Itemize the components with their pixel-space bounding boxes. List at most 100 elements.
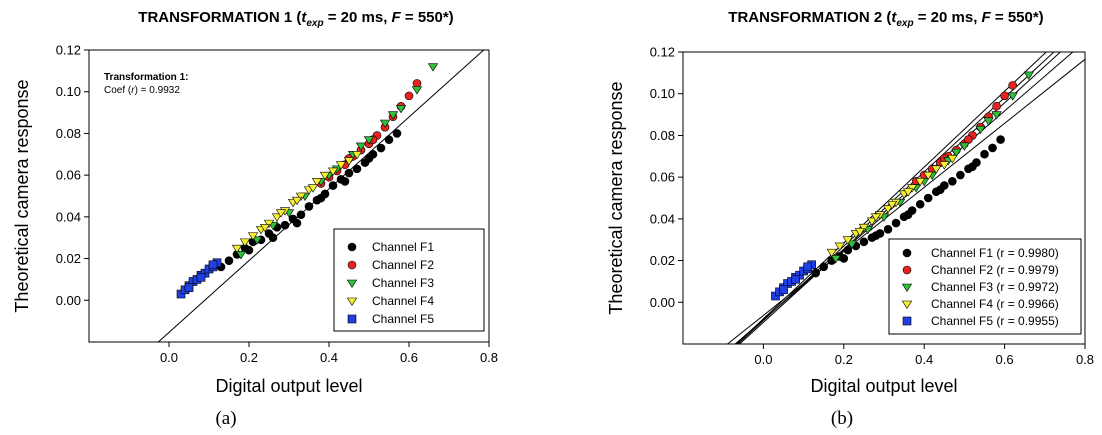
legend-marker <box>347 260 357 270</box>
y-tick-label: 0.08 <box>56 126 81 141</box>
legend-marker <box>346 297 358 306</box>
data-point <box>311 178 323 187</box>
legend-marker <box>347 314 357 324</box>
data-point <box>384 135 394 144</box>
legend-label: Channel F3 <box>372 276 434 290</box>
data-point <box>292 218 302 228</box>
data-point <box>196 273 206 282</box>
fit-line <box>737 52 1055 344</box>
data-point <box>996 135 1005 144</box>
y-tick-label: 0.08 <box>650 128 675 143</box>
annotation: Transformation 1: Coef (r) = 0.9932 <box>104 72 188 96</box>
data-point <box>947 155 958 164</box>
x-tick-label: 0.8 <box>480 350 498 365</box>
data-point <box>387 111 399 120</box>
data-point <box>854 228 866 237</box>
data-point <box>1007 92 1018 101</box>
y-axis-label: Theoretical camera response <box>12 79 32 312</box>
legend-marker <box>901 300 913 309</box>
data-point <box>344 168 354 178</box>
data-point <box>231 244 243 254</box>
data-point <box>843 245 853 255</box>
data-point <box>992 101 1001 111</box>
legend-label: Channel F3 (r = 0.9972) <box>931 280 1059 294</box>
x-tick-label: 0.6 <box>996 352 1014 367</box>
data-point <box>251 236 263 245</box>
data-point <box>328 181 338 190</box>
series-1 <box>811 135 1005 278</box>
data-point <box>263 219 275 229</box>
data-point <box>983 117 994 126</box>
chart-panel-b: TRANSFORMATION 2 (texp = 20 ms, F = 550*… <box>606 9 1094 429</box>
data-point <box>830 255 841 264</box>
annotation-title: Transformation 1: <box>104 72 188 83</box>
data-point <box>975 125 986 135</box>
data-point <box>939 161 950 170</box>
data-point <box>304 202 314 211</box>
data-point <box>411 86 423 95</box>
y-tick-label: 0.10 <box>650 86 675 101</box>
data-point <box>319 171 331 181</box>
data-point <box>842 236 853 245</box>
data-point <box>956 170 965 180</box>
data-point <box>340 177 350 186</box>
data-point <box>870 213 882 222</box>
panel-label: (a) <box>215 408 236 429</box>
data-point <box>376 143 386 153</box>
data-point <box>883 224 893 234</box>
x-tick-label: 0.2 <box>240 350 258 365</box>
y-tick-label: 0.04 <box>650 211 675 226</box>
data-point <box>907 184 918 193</box>
plot-frame <box>88 49 490 343</box>
data-point <box>1008 81 1017 90</box>
data-point <box>1000 91 1009 101</box>
data-point <box>948 177 957 186</box>
data-point <box>980 149 989 159</box>
data-point <box>951 148 962 158</box>
legend-label: Channel F5 <box>372 312 434 326</box>
series-1 <box>216 129 402 272</box>
legend-marker <box>346 279 358 288</box>
y-axis-label: Theoretical camera response <box>606 81 626 314</box>
data-point <box>427 63 439 72</box>
data-point <box>244 245 254 255</box>
data-point <box>296 210 306 220</box>
data-point <box>891 218 901 228</box>
series-5 <box>771 260 816 301</box>
data-point <box>335 161 347 170</box>
x-tick-label: 0.0 <box>754 352 772 367</box>
legend-marker <box>901 283 913 292</box>
data-point <box>307 184 319 193</box>
data-point <box>268 233 278 243</box>
x-tick-label: 0.6 <box>400 350 418 365</box>
data-point <box>834 242 845 251</box>
legend-label: Channel F2 (r = 0.9979) <box>931 263 1059 277</box>
data-point <box>839 254 849 263</box>
data-point <box>395 105 407 114</box>
data-point <box>866 217 878 226</box>
data-point <box>819 262 829 272</box>
x-tick-label: 0.8 <box>1076 352 1094 367</box>
y-tick-label: 0.00 <box>56 293 81 308</box>
chart-title: TRANSFORMATION 1 (texp = 20 ms, F = 550*… <box>138 9 453 29</box>
data-point <box>355 142 367 151</box>
legend-marker <box>902 265 912 275</box>
y-tick-label: 0.12 <box>56 43 81 58</box>
data-point <box>275 209 287 218</box>
y-tick-label: 0.10 <box>56 84 81 99</box>
data-point <box>791 275 800 284</box>
x-tick-label: 0.0 <box>160 350 178 365</box>
y-tick-label: 0.02 <box>650 253 675 268</box>
data-point <box>379 119 391 128</box>
y-tick-label: 0.00 <box>650 295 675 310</box>
data-point <box>915 178 926 187</box>
x-axis-label: Digital output level <box>215 376 362 396</box>
data-point <box>1023 71 1034 80</box>
data-point <box>964 135 973 144</box>
data-point <box>224 256 234 265</box>
data-point <box>316 193 326 203</box>
y-tick-label: 0.06 <box>56 168 81 183</box>
data-point <box>184 283 194 293</box>
data-point <box>259 223 271 233</box>
